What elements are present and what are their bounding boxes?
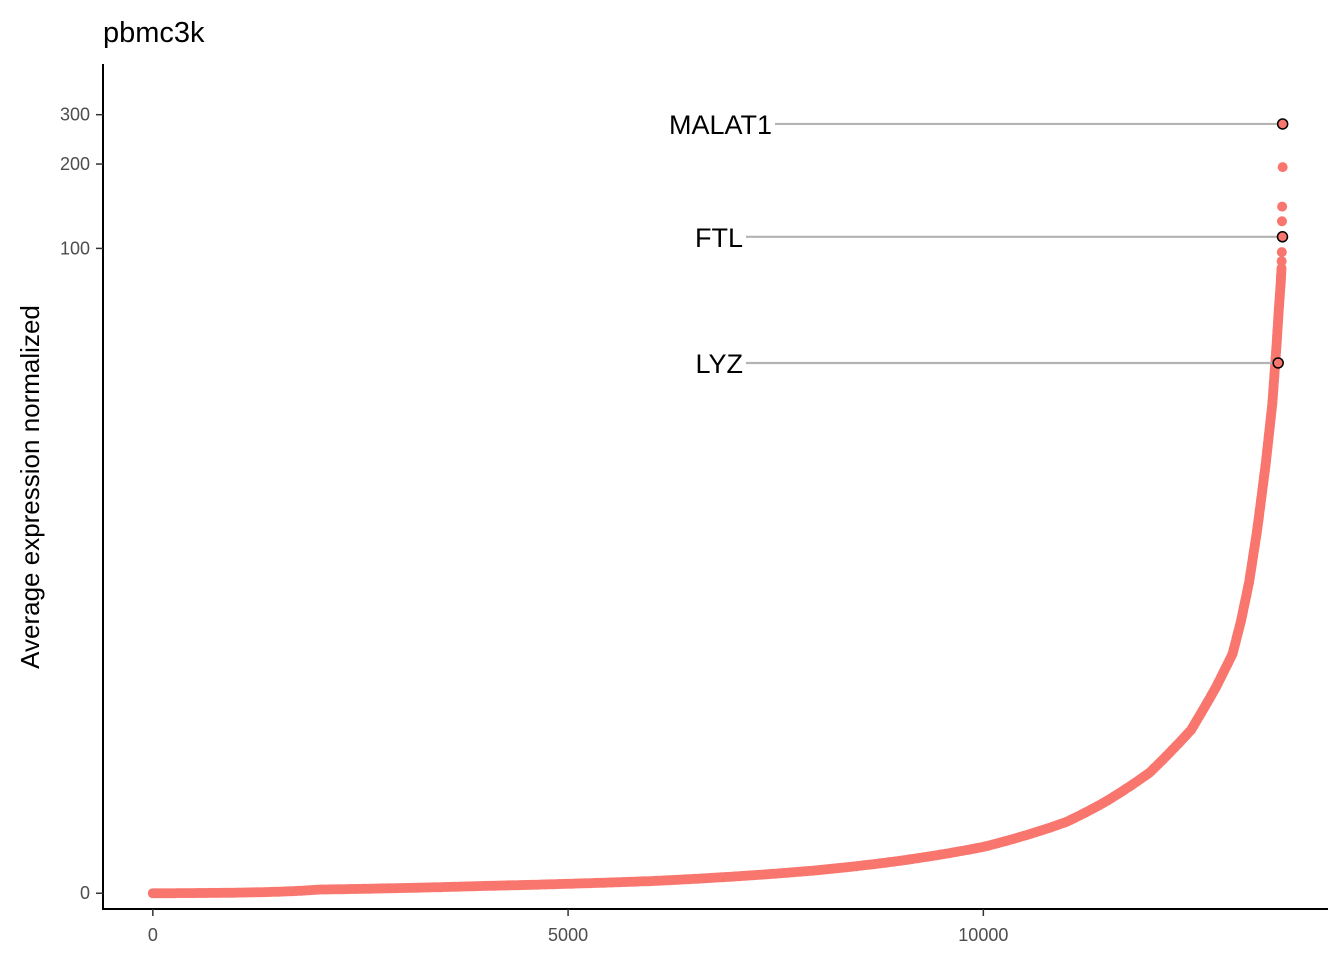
gene-label: LYZ [695, 349, 743, 379]
outlier-point [1276, 247, 1287, 258]
x-tick-label: 10000 [958, 925, 1008, 945]
gene-label: MALAT1 [669, 110, 772, 140]
outlier-point [1277, 162, 1288, 173]
chart-title: pbmc3k [103, 17, 205, 49]
outlier-point [1276, 256, 1287, 267]
highlighted-point [1272, 357, 1284, 369]
y-tick-label: 300 [60, 105, 90, 125]
x-tick-label: 5000 [548, 925, 588, 945]
outlier-point [1277, 201, 1288, 212]
data-point [1276, 263, 1287, 274]
highlighted-point [1276, 231, 1289, 243]
y-axis-label: Average expression normalized [15, 305, 45, 669]
ticks-layer: 0 5000 10000 0 100 200 300 [60, 105, 1008, 945]
gene-label: FTL [695, 223, 743, 253]
highlighted-point [1276, 118, 1289, 130]
outlier-point [1276, 216, 1287, 227]
y-tick-label: 0 [80, 883, 90, 903]
x-tick-label: 0 [148, 925, 158, 945]
y-tick-label: 200 [60, 154, 90, 174]
annotation-layer: MALAT1 FTL LYZ [669, 110, 1289, 379]
y-tick-label: 100 [60, 238, 90, 258]
points-layer [147, 162, 1288, 899]
